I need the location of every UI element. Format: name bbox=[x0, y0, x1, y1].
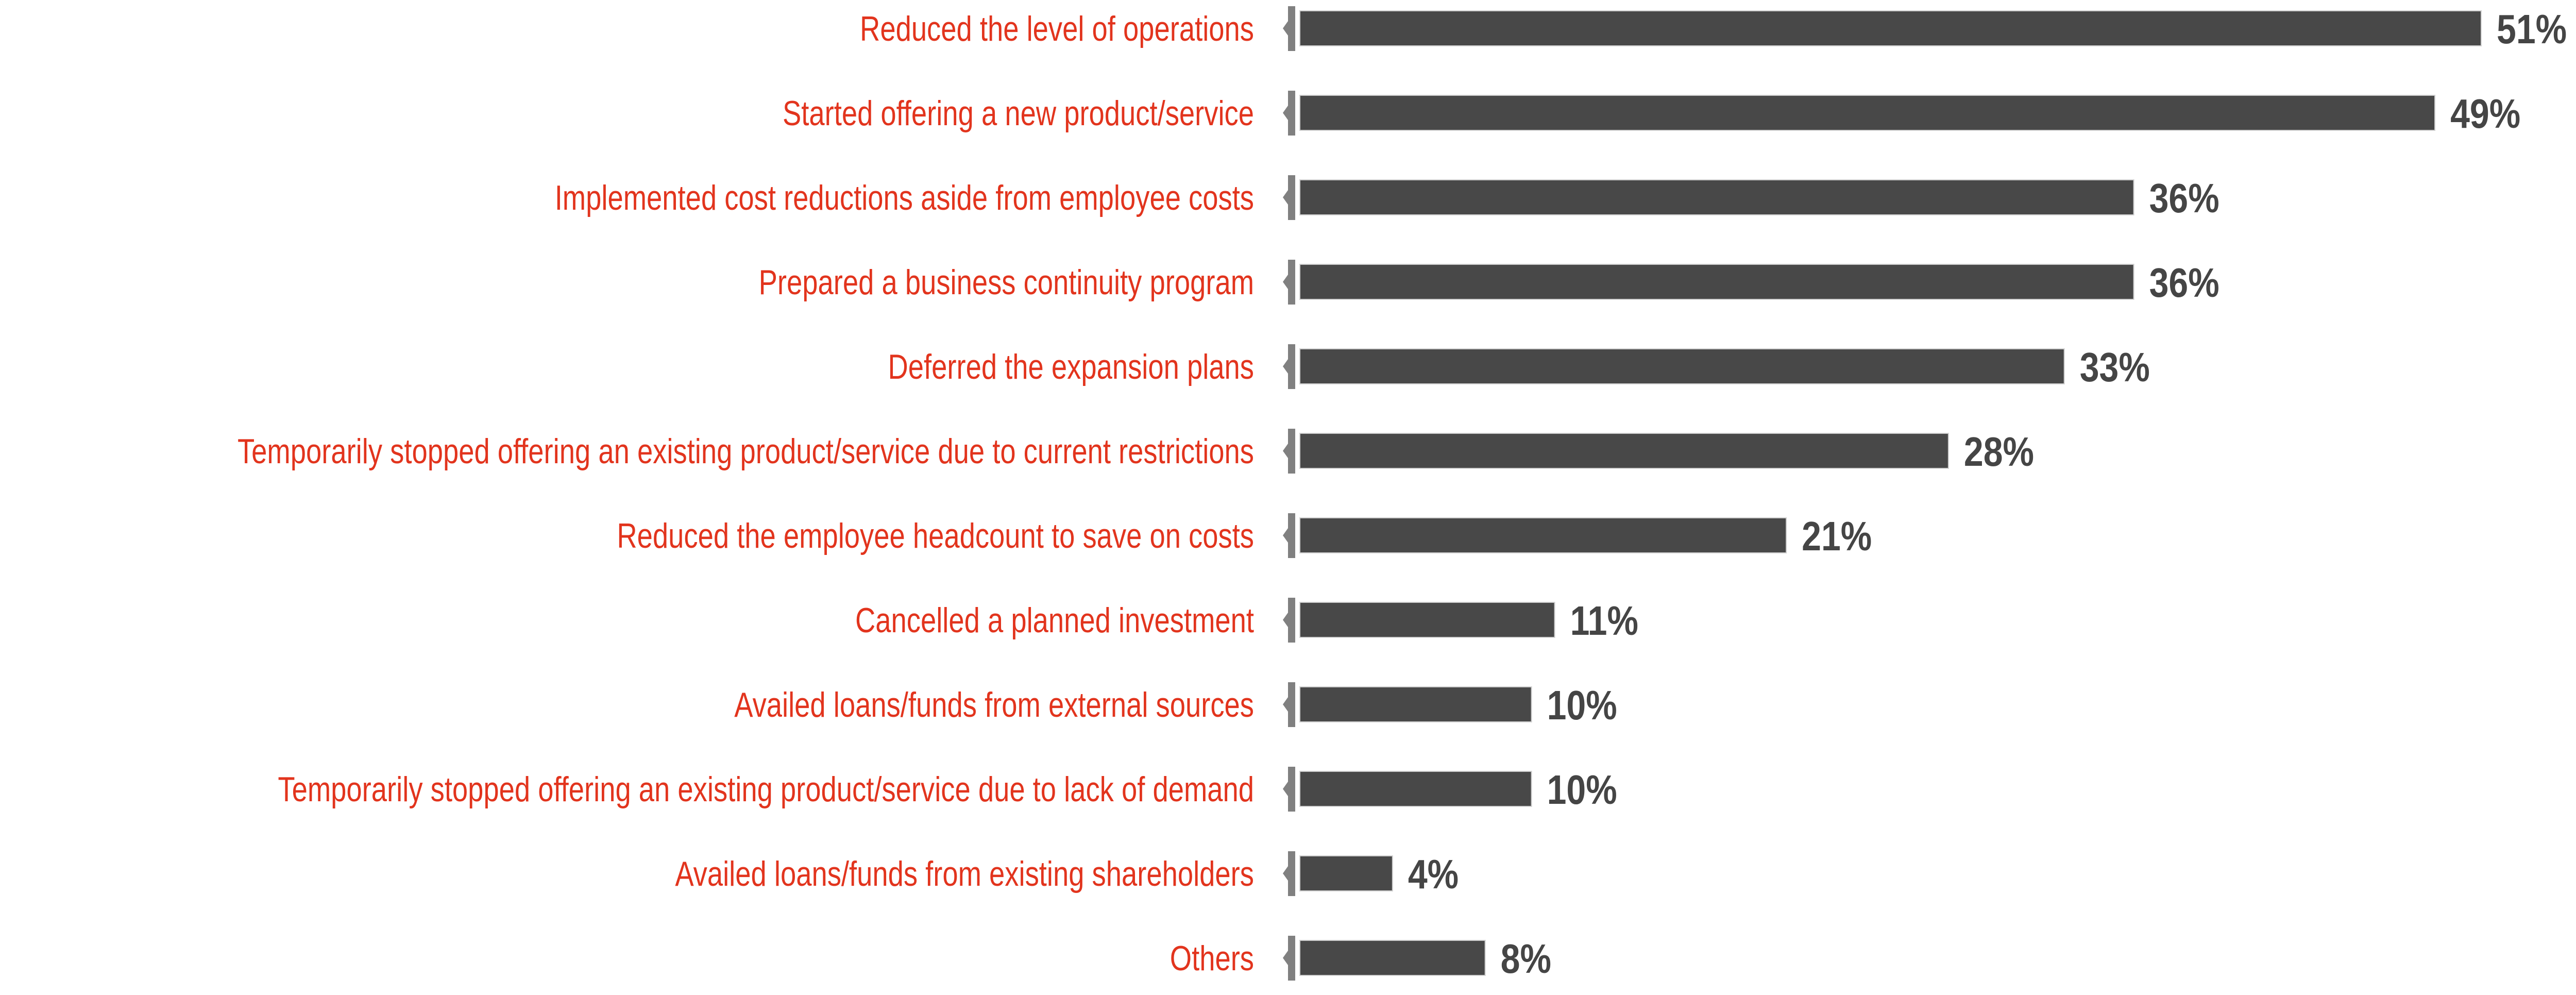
value-label: 28% bbox=[1964, 429, 2034, 475]
axis-notch bbox=[1283, 866, 1288, 881]
bar bbox=[1299, 940, 1486, 976]
category-label: Deferred the expansion plans bbox=[888, 347, 1254, 386]
category-label: Cancelled a planned investment bbox=[855, 601, 1254, 640]
bar bbox=[1299, 10, 2482, 46]
category-label: Reduced the employee headcount to save o… bbox=[617, 516, 1254, 555]
bar bbox=[1299, 602, 1555, 638]
value-label: 21% bbox=[1802, 513, 1872, 559]
value-label: 4% bbox=[1408, 851, 1459, 897]
axis-tick bbox=[1288, 598, 1295, 643]
category-label: Implemented cost reductions aside from e… bbox=[555, 178, 1254, 217]
axis-tick bbox=[1288, 936, 1295, 981]
value-label: 36% bbox=[2149, 260, 2219, 306]
category-label: Temporarily stopped offering an existing… bbox=[278, 770, 1254, 809]
value-label: 49% bbox=[2450, 91, 2520, 137]
category-label: Started offering a new product/service bbox=[783, 94, 1254, 133]
axis-tick bbox=[1288, 682, 1295, 727]
bar bbox=[1299, 686, 1532, 722]
bar bbox=[1299, 95, 2436, 131]
bar bbox=[1299, 771, 1532, 807]
axis-notch bbox=[1283, 275, 1288, 289]
value-label: 51% bbox=[2497, 6, 2567, 52]
axis-notch bbox=[1283, 697, 1288, 712]
axis-notch bbox=[1283, 951, 1288, 965]
axis-notch bbox=[1283, 359, 1288, 374]
axis-tick bbox=[1288, 6, 1295, 51]
category-label: Temporarily stopped offering an existing… bbox=[238, 432, 1254, 471]
axis-notch bbox=[1283, 190, 1288, 205]
axis-notch bbox=[1283, 444, 1288, 458]
value-label: 11% bbox=[1570, 598, 1638, 644]
axis-tick bbox=[1288, 344, 1295, 389]
axis-notch bbox=[1283, 782, 1288, 796]
axis-tick bbox=[1288, 513, 1295, 558]
axis-tick bbox=[1288, 767, 1295, 812]
category-label: Reduced the level of operations bbox=[860, 9, 1254, 48]
bar bbox=[1299, 855, 1393, 891]
axis-tick bbox=[1288, 260, 1295, 305]
bar bbox=[1299, 348, 2065, 384]
category-label: Prepared a business continuity program bbox=[759, 263, 1254, 302]
axis-notch bbox=[1283, 106, 1288, 120]
bar bbox=[1299, 179, 2134, 215]
value-label: 36% bbox=[2149, 175, 2219, 221]
bar bbox=[1299, 433, 1949, 469]
axis-tick bbox=[1288, 91, 1295, 136]
axis-notch bbox=[1283, 528, 1288, 543]
axis-notch bbox=[1283, 613, 1288, 627]
bar bbox=[1299, 517, 1787, 553]
axis-tick bbox=[1288, 851, 1295, 896]
axis-tick bbox=[1288, 175, 1295, 220]
category-label: Availed loans/funds from external source… bbox=[734, 685, 1254, 724]
category-label: Others bbox=[1170, 939, 1254, 978]
value-label: 33% bbox=[2080, 344, 2150, 390]
value-label: 8% bbox=[1501, 936, 1551, 982]
value-label: 10% bbox=[1547, 767, 1617, 813]
bar bbox=[1299, 264, 2134, 300]
value-label: 10% bbox=[1547, 682, 1617, 728]
category-label: Availed loans/funds from existing shareh… bbox=[675, 854, 1254, 893]
axis-tick bbox=[1288, 429, 1295, 474]
axis-notch bbox=[1283, 21, 1288, 36]
